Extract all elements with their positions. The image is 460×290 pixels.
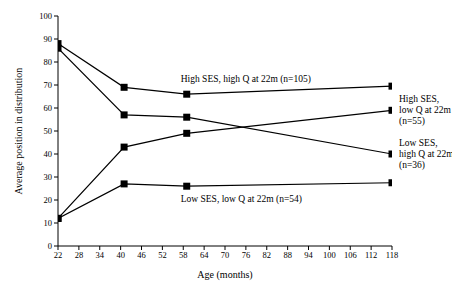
svg-text:112: 112 xyxy=(365,250,377,260)
svg-text:22: 22 xyxy=(54,250,63,260)
svg-text:Average position in distributi: Average position in distribution xyxy=(13,68,24,195)
svg-text:34: 34 xyxy=(96,250,105,260)
svg-text:70: 70 xyxy=(221,250,230,260)
svg-text:118: 118 xyxy=(386,250,398,260)
svg-text:106: 106 xyxy=(344,250,357,260)
svg-text:90: 90 xyxy=(44,34,53,44)
svg-text:60: 60 xyxy=(44,103,53,113)
svg-text:20: 20 xyxy=(44,195,53,205)
svg-text:30: 30 xyxy=(44,172,53,182)
svg-text:High SES, high Q at 22m (n=105: High SES, high Q at 22m (n=105) xyxy=(181,74,311,85)
svg-text:High SES,low Q at 22m(n=55): High SES,low Q at 22m(n=55) xyxy=(399,94,452,127)
svg-text:50: 50 xyxy=(44,126,53,136)
svg-text:Age (months): Age (months) xyxy=(197,269,252,281)
svg-text:46: 46 xyxy=(137,250,146,260)
svg-text:0: 0 xyxy=(48,241,52,251)
svg-text:82: 82 xyxy=(263,250,272,260)
svg-text:88: 88 xyxy=(283,250,292,260)
svg-text:64: 64 xyxy=(200,250,209,260)
svg-text:40: 40 xyxy=(44,149,53,159)
svg-text:40: 40 xyxy=(116,250,125,260)
svg-text:Low SES, low Q at 22m (n=54): Low SES, low Q at 22m (n=54) xyxy=(181,194,302,205)
svg-text:100: 100 xyxy=(323,250,336,260)
svg-text:94: 94 xyxy=(304,250,313,260)
svg-text:80: 80 xyxy=(44,57,53,67)
svg-text:58: 58 xyxy=(179,250,188,260)
svg-text:Low SES,high Q at 22m(n=36): Low SES,high Q at 22m(n=36) xyxy=(399,138,452,171)
svg-text:100: 100 xyxy=(39,11,52,21)
svg-text:70: 70 xyxy=(44,80,53,90)
svg-text:76: 76 xyxy=(242,250,251,260)
svg-text:52: 52 xyxy=(158,250,167,260)
svg-text:10: 10 xyxy=(44,218,53,228)
svg-text:28: 28 xyxy=(75,250,84,260)
